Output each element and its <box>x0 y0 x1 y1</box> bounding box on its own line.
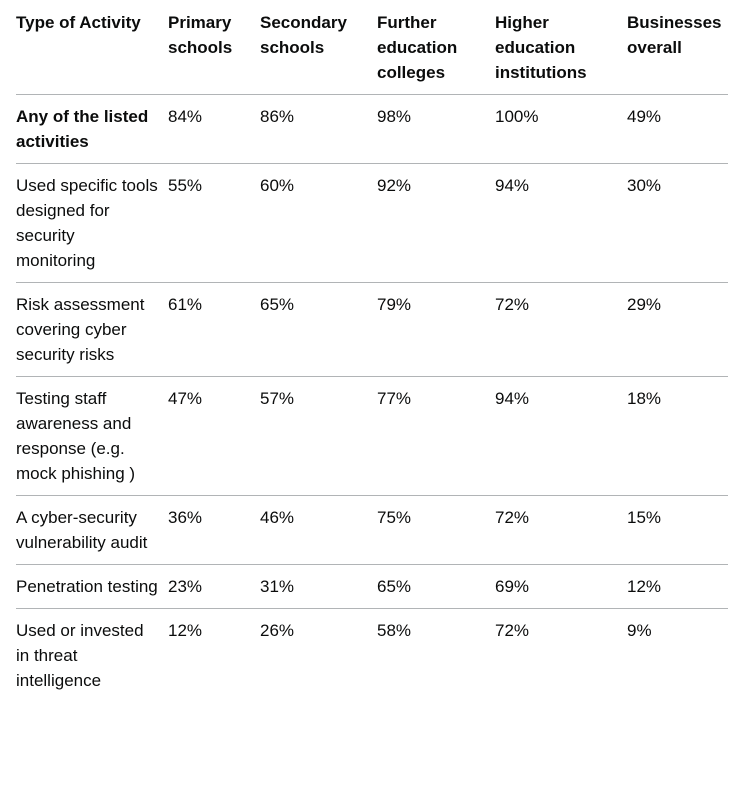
table-row: Penetration testing 23% 31% 65% 69% 12% <box>16 564 728 609</box>
table-cell: 36% <box>168 495 260 565</box>
table-cell: 72% <box>495 495 627 565</box>
table-cell: 86% <box>260 94 377 164</box>
row-label: Used specific tools designed for securit… <box>16 163 168 283</box>
header-row: Type of Activity Primary schools Secondary… <box>16 4 728 95</box>
column-header: Type of Activity <box>16 4 168 95</box>
table-cell: 60% <box>260 163 377 283</box>
table-cell: 65% <box>260 282 377 377</box>
table-row: Used or invested in threat intelligence 1… <box>16 609 728 703</box>
table-cell: 65% <box>377 564 495 609</box>
row-label: Testing staff awareness and response (e.… <box>16 376 168 496</box>
column-header: Secondary schools <box>260 4 377 95</box>
row-label: Any of the listed activities <box>16 94 168 164</box>
table-cell: 23% <box>168 564 260 609</box>
table-cell: 77% <box>377 376 495 496</box>
table-head: Type of Activity Primary schools Secondary… <box>16 4 728 95</box>
table-cell: 61% <box>168 282 260 377</box>
row-label: A cyber-security vulnerability audit <box>16 495 168 565</box>
table-cell: 94% <box>495 376 627 496</box>
table-cell: 94% <box>495 163 627 283</box>
column-header: Further education colleges <box>377 4 495 95</box>
data-table: Type of Activity Primary schools Secondary… <box>16 4 728 702</box>
column-header: Primary schools <box>168 4 260 95</box>
table-cell: 69% <box>495 564 627 609</box>
table-cell: 31% <box>260 564 377 609</box>
table-row: Testing staff awareness and response (e.… <box>16 376 728 496</box>
table-cell: 75% <box>377 495 495 565</box>
table-cell: 46% <box>260 495 377 565</box>
table-cell: 49% <box>627 94 728 164</box>
table-cell: 57% <box>260 376 377 496</box>
row-label: Penetration testing <box>16 564 168 609</box>
table-cell: 72% <box>495 282 627 377</box>
table-cell: 30% <box>627 163 728 283</box>
table-cell: 18% <box>627 376 728 496</box>
table-cell: 29% <box>627 282 728 377</box>
table-cell: 72% <box>495 621 530 640</box>
table-cell: 12% <box>168 621 203 640</box>
column-header: Businesses overall <box>627 4 728 95</box>
table-cell: 9% <box>627 621 652 640</box>
table-cell: 15% <box>627 495 728 565</box>
table-row: Any of the listed activities 84% 86% 98% 100… <box>16 94 728 164</box>
table-cell: 100% <box>495 94 627 164</box>
table-cell: 55% <box>168 163 260 283</box>
row-label: Risk assessment covering cyber security … <box>16 282 168 377</box>
table-cell: 58% <box>377 621 412 640</box>
table-row: A cyber-security vulnerability audit 36% 4… <box>16 495 728 565</box>
table-body: Any of the listed activities 84% 86% 98% 100… <box>16 94 728 703</box>
table-cell: 47% <box>168 376 260 496</box>
column-header: Higher education institutions <box>495 4 627 95</box>
table-cell: 12% <box>627 564 728 609</box>
table-cell: 79% <box>377 282 495 377</box>
table-row: Risk assessment covering cyber security … <box>16 282 728 377</box>
table-cell: 84% <box>168 94 260 164</box>
table-cell: 26% <box>260 621 295 640</box>
table-cell: 92% <box>377 163 495 283</box>
table-cell: 98% <box>377 94 495 164</box>
table-row: Used specific tools designed for securit… <box>16 163 728 283</box>
row-label: Used or invested in threat intelligence <box>16 621 144 690</box>
